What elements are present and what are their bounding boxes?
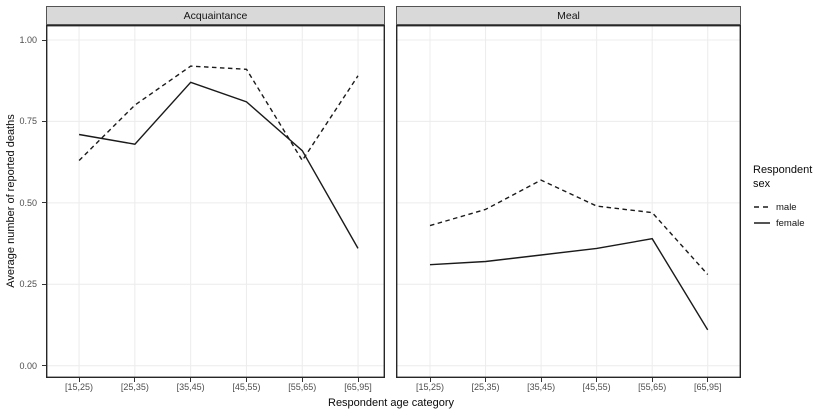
x-tick-mark bbox=[357, 378, 359, 382]
x-tick-mark bbox=[301, 378, 303, 382]
x-tick-label: [55,65) bbox=[638, 382, 667, 392]
x-tick-label: [45,55) bbox=[232, 382, 261, 392]
x-tick-label: [15,25) bbox=[416, 382, 445, 392]
y-tick-label: 0.00 bbox=[19, 360, 37, 371]
legend-title: Respondent sex bbox=[753, 164, 813, 190]
panel-border bbox=[45, 24, 386, 379]
x-tick-label: [15,25) bbox=[65, 382, 94, 392]
series-line-female bbox=[78, 81, 359, 249]
x-tick-label: [25,35) bbox=[471, 382, 500, 392]
panel-meal bbox=[395, 24, 742, 379]
x-tick-mark bbox=[596, 378, 598, 382]
x-tick-mark bbox=[245, 378, 247, 382]
panel-acquaintance bbox=[45, 24, 386, 379]
legend-entry-female: female bbox=[753, 215, 829, 231]
panel-plot-acquaintance bbox=[45, 24, 386, 379]
x-tick-mark bbox=[429, 378, 431, 382]
y-tick-label: 0.25 bbox=[19, 279, 37, 290]
facet-strip-label: Meal bbox=[557, 9, 580, 22]
y-tick-mark bbox=[42, 283, 46, 285]
x-tick-label: [35,45) bbox=[176, 382, 205, 392]
x-tick-mark bbox=[485, 378, 487, 382]
x-tick-mark bbox=[134, 378, 136, 382]
facet-strip-acquaintance: Acquaintance bbox=[46, 6, 385, 25]
y-tick-mark bbox=[42, 202, 46, 204]
legend: Respondent sex male female bbox=[753, 164, 829, 231]
x-axis-title: Respondent age category bbox=[328, 397, 454, 409]
y-tick-mark bbox=[42, 365, 46, 367]
legend-label: male bbox=[776, 201, 797, 213]
series-line-male bbox=[429, 179, 709, 275]
x-tick-label: [65,95] bbox=[344, 382, 372, 392]
y-tick-mark bbox=[42, 120, 46, 122]
x-tick-label: [45,55) bbox=[582, 382, 611, 392]
y-tick-label: 0.75 bbox=[19, 116, 37, 127]
x-tick-label: [25,35) bbox=[120, 382, 149, 392]
x-tick-mark bbox=[190, 378, 192, 382]
facet-strip-meal: Meal bbox=[396, 6, 741, 25]
panel-border bbox=[395, 24, 742, 379]
x-tick-label: [65,95] bbox=[693, 382, 722, 392]
x-tick-mark bbox=[651, 378, 653, 382]
facet-strip-label: Acquaintance bbox=[183, 9, 248, 22]
legend-entry-male: male bbox=[753, 199, 829, 215]
legend-label: female bbox=[776, 217, 805, 229]
y-tick-label: 0.50 bbox=[19, 197, 37, 208]
y-tick-label: 1.00 bbox=[19, 35, 37, 45]
x-tick-mark bbox=[540, 378, 542, 382]
x-tick-mark bbox=[78, 378, 80, 382]
legend-entries: male female bbox=[753, 199, 829, 231]
x-tick-label: [55,65) bbox=[288, 382, 317, 392]
series-line-female bbox=[429, 237, 709, 331]
x-tick-label: [35,45) bbox=[527, 382, 556, 392]
x-tick-mark bbox=[707, 378, 709, 382]
panel-plot-meal bbox=[395, 24, 742, 379]
series-line-male bbox=[78, 65, 359, 162]
y-tick-mark bbox=[42, 39, 46, 41]
